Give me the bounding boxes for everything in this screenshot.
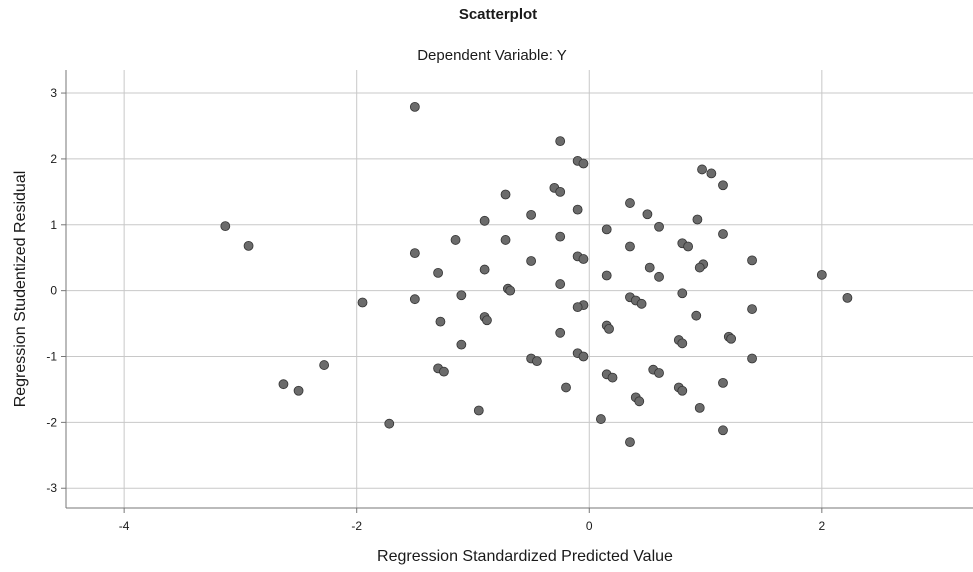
data-point xyxy=(697,164,707,175)
data-point xyxy=(694,402,705,413)
data-point xyxy=(595,414,606,424)
y-tick-label: 2 xyxy=(50,152,57,166)
x-tick-label: 2 xyxy=(818,519,825,533)
data-point xyxy=(500,189,511,200)
y-tick-label: -2 xyxy=(46,415,57,429)
y-tick-label: 3 xyxy=(50,86,57,100)
data-point xyxy=(601,224,612,235)
data-point xyxy=(677,338,688,349)
y-tick-label: -1 xyxy=(46,350,57,364)
data-point xyxy=(726,333,737,344)
x-tick-label: 0 xyxy=(586,519,593,533)
data-point xyxy=(450,235,461,245)
data-point xyxy=(439,366,449,377)
data-point xyxy=(479,264,490,275)
y-tick-label: -3 xyxy=(46,481,57,495)
y-tick-label: 0 xyxy=(50,284,57,298)
data-point xyxy=(220,221,231,231)
data-point xyxy=(409,248,420,259)
data-point xyxy=(654,368,664,378)
data-point xyxy=(293,385,304,396)
data-point xyxy=(435,316,446,327)
y-axis-label: Regression Studentized Residual xyxy=(12,171,29,408)
data-point xyxy=(526,210,537,220)
data-point xyxy=(747,353,757,364)
data-point xyxy=(572,302,583,313)
data-point xyxy=(601,270,612,281)
x-tick-label: -2 xyxy=(351,519,362,533)
data-point xyxy=(505,285,516,296)
data-point xyxy=(526,256,537,266)
data-point xyxy=(456,290,467,301)
data-point xyxy=(243,240,254,251)
data-point xyxy=(357,297,368,308)
data-points xyxy=(220,101,853,448)
data-point xyxy=(578,254,589,264)
data-point xyxy=(634,396,645,407)
data-point xyxy=(625,241,635,252)
data-point xyxy=(479,215,490,226)
data-point xyxy=(677,385,688,396)
data-point xyxy=(473,405,484,416)
data-point xyxy=(718,425,728,436)
data-point xyxy=(842,292,853,303)
data-point xyxy=(482,315,492,326)
data-point xyxy=(683,241,694,252)
data-point xyxy=(816,269,827,280)
data-point xyxy=(718,229,728,239)
data-point xyxy=(409,294,420,305)
data-point xyxy=(642,209,653,220)
y-tick-labels: -3 -2 -1 0 1 2 3 xyxy=(46,86,66,495)
data-point xyxy=(694,262,705,273)
data-point xyxy=(555,231,566,242)
data-point xyxy=(604,323,614,334)
data-point xyxy=(747,255,757,266)
data-point xyxy=(691,310,702,321)
data-point xyxy=(654,271,664,282)
data-point xyxy=(384,418,395,429)
data-point xyxy=(625,198,635,208)
chart-subtitle: Dependent Variable: Y xyxy=(417,47,567,64)
data-point xyxy=(572,204,583,215)
data-point xyxy=(278,379,289,390)
data-point xyxy=(677,288,688,299)
data-point xyxy=(607,372,618,383)
grid-lines xyxy=(66,70,973,508)
data-point xyxy=(654,221,664,232)
x-axis-label: Regression Standardized Predicted Value xyxy=(377,548,673,565)
data-point xyxy=(555,136,566,147)
y-tick-label: 1 xyxy=(50,218,57,232)
data-point xyxy=(644,262,655,273)
data-point xyxy=(319,360,330,370)
data-point xyxy=(578,351,589,362)
x-tick-labels: -4 -2 0 2 xyxy=(119,508,825,533)
data-point xyxy=(555,186,566,197)
data-point xyxy=(409,101,420,112)
data-point xyxy=(747,304,757,314)
data-point xyxy=(555,279,566,289)
data-point xyxy=(578,158,589,169)
data-point xyxy=(706,168,717,179)
data-point xyxy=(636,298,647,309)
data-point xyxy=(625,437,635,448)
data-point xyxy=(500,235,511,245)
data-point xyxy=(456,339,467,350)
data-point xyxy=(561,382,571,393)
x-tick-label: -4 xyxy=(119,519,130,533)
data-point xyxy=(692,214,703,225)
chart-title: Scatterplot xyxy=(459,6,537,23)
data-point xyxy=(718,180,728,191)
data-point xyxy=(532,356,542,367)
data-point xyxy=(433,267,444,278)
data-point xyxy=(718,377,728,388)
data-point xyxy=(555,327,566,338)
